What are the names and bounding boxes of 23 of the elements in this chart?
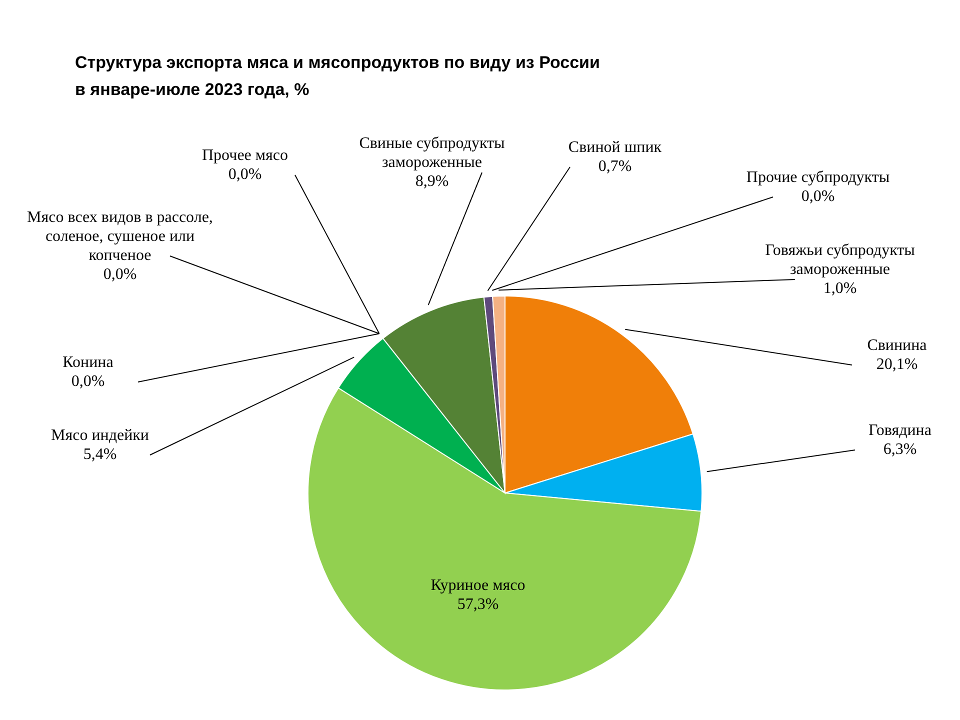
text: 0,0%: [801, 188, 835, 205]
data-label: 5,4%: [83, 446, 117, 463]
category-label: Мясо всех видов в рассоле, соленое, сушеное или копченое: [27, 209, 213, 264]
text: 0,0%: [71, 373, 105, 390]
slice-label: Куриное мясо: [430, 577, 526, 594]
data-label: 20,1%: [876, 356, 918, 373]
text: 0,0%: [228, 166, 262, 183]
category-label: Конина: [62, 354, 114, 371]
slice-label: Говяжьи субпродукты замороженные: [765, 242, 916, 278]
data-label: 0,7%: [598, 158, 632, 175]
text: 0,0%: [103, 266, 137, 283]
slice-label: Свинина: [867, 337, 927, 354]
data-label: 8,9%: [415, 173, 449, 190]
chart-title: Структура экспорта мяса и мясопродуктов по виду из России в январе-июле 2023 года, %: [75, 53, 600, 99]
data-label: 57,3%: [457, 596, 499, 613]
category-label: Прочее мясо: [202, 147, 288, 164]
slice-label: Говядина: [868, 422, 932, 439]
slice-label: Свиные субпродукты замороженные: [359, 135, 506, 171]
data-label: 1,0%: [823, 280, 857, 297]
slice-label: Свиной шпик: [568, 139, 662, 156]
category-label: Прочие субпродукты: [746, 169, 890, 186]
data-label: 6,3%: [883, 441, 917, 458]
slice-label: Мясо индейки: [51, 427, 150, 444]
